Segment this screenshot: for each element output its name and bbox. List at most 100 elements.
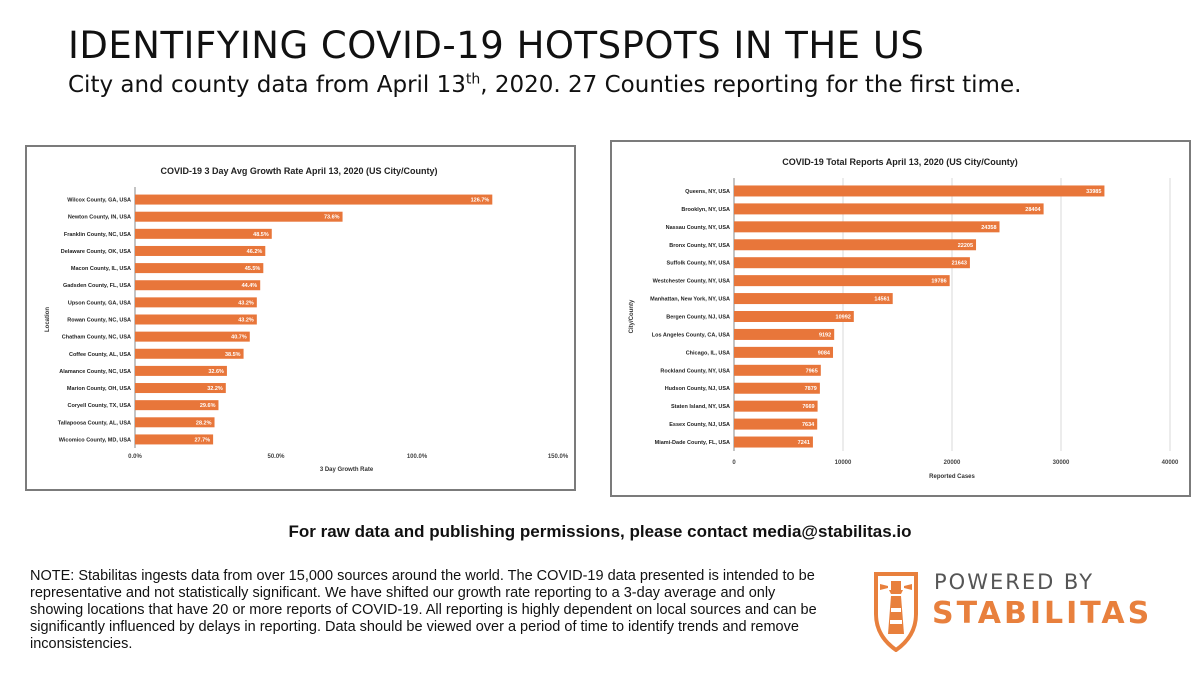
growth-value-label: 73.6% [324, 215, 340, 221]
reports-x-tick-label: 20000 [944, 460, 961, 466]
growth-bar [135, 400, 219, 411]
growth-category-label: Macon County, IL, USA [71, 266, 131, 272]
growth-bar [135, 263, 264, 274]
powered-by-label: POWERED BY [934, 570, 1095, 594]
growth-value-label: 46.2% [247, 249, 263, 255]
reports-category-label: Brooklyn, NY, USA [681, 207, 730, 213]
reports-x-tick-label: 30000 [1053, 460, 1070, 466]
growth-value-label: 38.5% [225, 352, 241, 358]
total-reports-chart: COVID-19 Total Reports April 13, 2020 (U… [629, 157, 1179, 480]
reports-value-label: 33985 [1086, 189, 1101, 195]
growth-bar [135, 383, 226, 394]
reports-value-label: 14561 [874, 297, 889, 303]
reports-category-label: Queens, NY, USA [685, 189, 730, 195]
reports-value-label: 7879 [805, 386, 817, 392]
growth-category-label: Upson County, GA, USA [68, 300, 131, 306]
growth-x-axis-title: 3 Day Growth Rate [320, 467, 374, 473]
reports-x-tick-label: 40000 [1162, 460, 1179, 466]
reports-chart-title: COVID-19 Total Reports April 13, 2020 (U… [782, 157, 1018, 167]
reports-value-label: 10992 [836, 315, 851, 321]
page-subtitle: City and county data from April 13th, 20… [68, 72, 1021, 98]
reports-category-label: Staten Island, NY, USA [671, 404, 730, 410]
reports-value-label: 28404 [1025, 207, 1041, 213]
total-reports-chart-panel: COVID-19 Total Reports April 13, 2020 (U… [610, 140, 1191, 497]
growth-category-label: Chatham County, NC, USA [62, 335, 131, 341]
subtitle-ordinal-suffix: th [465, 71, 481, 88]
reports-x-tick-label: 10000 [835, 460, 852, 466]
reports-bar [734, 239, 977, 251]
lighthouse-icon [874, 572, 918, 652]
reports-bar [734, 418, 818, 430]
growth-bar [135, 297, 257, 308]
growth-bar [135, 434, 214, 445]
growth-category-label: Delaware County, OK, USA [61, 249, 131, 255]
growth-value-label: 43.2% [238, 318, 254, 324]
growth-bar [135, 348, 244, 359]
growth-category-label: Marion County, OH, USA [67, 386, 131, 392]
growth-category-label: Wilcox County, GA, USA [67, 198, 131, 204]
reports-category-label: Essex County, NJ, USA [669, 422, 730, 428]
reports-category-label: Westchester County, NY, USA [653, 279, 730, 285]
reports-value-label: 22205 [958, 243, 973, 249]
stabilitas-logo: POWERED BY STABILITAS [868, 568, 1168, 658]
subtitle-main: City and county data from April 13 [68, 72, 466, 98]
growth-bar [135, 228, 272, 239]
reports-value-label: 7669 [802, 404, 814, 410]
growth-value-label: 27.7% [195, 437, 211, 443]
reports-category-label: Chicago, IL, USA [686, 350, 730, 356]
contact-line: For raw data and publishing permissions,… [288, 522, 912, 541]
reports-bar [734, 203, 1044, 215]
growth-rate-chart: COVID-19 3 Day Avg Growth Rate April 13,… [45, 166, 569, 473]
reports-y-axis-title: City/County [629, 299, 635, 333]
growth-value-label: 44.4% [242, 283, 258, 289]
reports-value-label: 9084 [818, 350, 831, 356]
growth-bar [135, 211, 343, 222]
reports-bar [734, 257, 970, 269]
growth-category-label: Wicomico County, MD, USA [59, 437, 131, 443]
reports-category-label: Suffolk County, NY, USA [667, 261, 730, 267]
brand-name: STABILITAS [932, 596, 1153, 631]
growth-bar [135, 314, 257, 325]
reports-value-label: 7241 [798, 440, 810, 446]
growth-value-label: 45.5% [245, 266, 261, 272]
growth-chart-title: COVID-19 3 Day Avg Growth Rate April 13,… [160, 166, 437, 176]
growth-x-tick-label: 100.0% [407, 454, 428, 460]
growth-category-label: Coryell County, TX, USA [68, 403, 131, 409]
reports-value-label: 9192 [819, 332, 831, 338]
reports-category-label: Bergen County, NJ, USA [666, 315, 730, 321]
growth-bar [135, 417, 215, 428]
growth-category-label: Alamance County, NC, USA [59, 369, 131, 375]
reports-category-label: Miami-Dade County, FL, USA [655, 440, 730, 446]
growth-value-label: 28.2% [196, 420, 212, 426]
reports-category-label: Rockland County, NY, USA [660, 368, 730, 374]
growth-value-label: 32.6% [208, 369, 224, 375]
reports-value-label: 21643 [952, 261, 967, 267]
reports-category-label: Nassau County, NY, USA [666, 225, 730, 231]
reports-bar [734, 275, 950, 287]
reports-bar [734, 364, 821, 376]
reports-bar [734, 328, 835, 340]
reports-bar [734, 185, 1105, 197]
reports-x-axis-title: Reported Cases [929, 474, 975, 480]
reports-category-label: Bronx County, NY, USA [669, 243, 730, 249]
growth-value-label: 40.7% [231, 335, 247, 341]
reports-value-label: 24358 [981, 225, 996, 231]
growth-bar [135, 194, 493, 205]
reports-category-label: Los Angeles County, CA, USA [652, 332, 730, 338]
reports-bar [734, 311, 854, 322]
growth-bar [135, 365, 227, 376]
reports-x-tick-label: 0 [732, 460, 736, 466]
growth-x-tick-label: 0.0% [128, 454, 142, 460]
growth-x-tick-label: 150.0% [548, 454, 569, 460]
growth-category-label: Coffee County, AL, USA [69, 352, 131, 358]
growth-x-tick-label: 50.0% [267, 454, 285, 460]
reports-bar [734, 293, 893, 305]
reports-value-label: 19786 [931, 279, 946, 285]
reports-bar [734, 382, 820, 394]
reports-bar [734, 436, 813, 448]
growth-category-label: Rowan County, NC, USA [67, 318, 131, 324]
reports-category-label: Manhattan, New York, NY, USA [650, 297, 730, 303]
growth-value-label: 32.2% [207, 386, 223, 392]
growth-bar [135, 280, 261, 291]
growth-category-label: Newton County, IN, USA [68, 215, 131, 221]
